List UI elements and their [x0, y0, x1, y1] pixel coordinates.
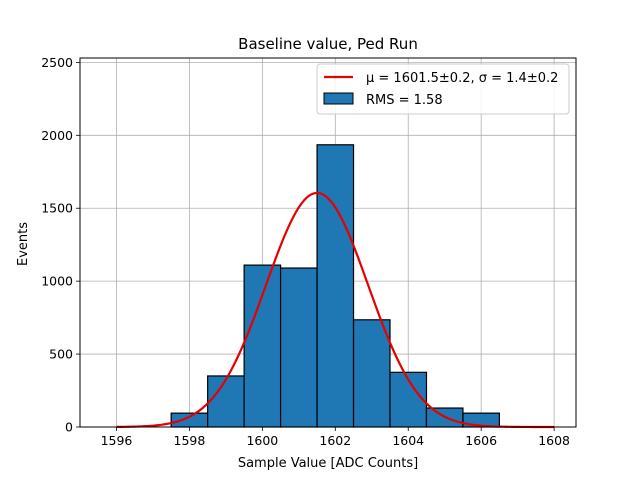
- y-axis-label: Events: [16, 222, 31, 266]
- x-tick-label: 1604: [392, 433, 424, 448]
- legend-hist-label: RMS = 1.58: [366, 93, 443, 108]
- x-tick-label: 1602: [319, 433, 351, 448]
- x-axis-label: Sample Value [ADC Counts]: [238, 456, 418, 471]
- histogram-bar: [352, 319, 391, 428]
- histogram-bar: [389, 371, 428, 428]
- y-tick-label: 1000: [41, 274, 73, 289]
- x-tick-label: 1598: [174, 433, 206, 448]
- x-tick-label: 1608: [538, 433, 570, 448]
- legend-box: [316, 63, 570, 115]
- y-tick-label: 2500: [41, 55, 73, 70]
- chart-title: Baseline value, Ped Run: [238, 35, 418, 53]
- histogram-bar: [243, 264, 282, 428]
- gaussian-fit-curve: [116, 191, 555, 429]
- plot-frame: [79, 57, 577, 428]
- histogram-bar: [207, 375, 245, 428]
- legend-hist-swatch: [323, 92, 354, 105]
- y-tick-label: 0: [65, 420, 73, 435]
- y-tick-label: 1500: [41, 201, 73, 216]
- y-tick-label: 2000: [41, 128, 73, 143]
- legend-fit-label: μ = 1601.5±0.2, σ = 1.4±0.2: [366, 71, 558, 86]
- axis-ticks: 1596 1598 1600 1602 1604 1606 1608 0 500 1000 1500…: [41, 55, 570, 448]
- y-tick-label: 500: [49, 347, 73, 362]
- grid: [80, 58, 576, 428]
- x-tick-label: 1606: [465, 433, 497, 448]
- x-tick-label: 1596: [101, 433, 133, 448]
- histogram-bar: [170, 412, 209, 428]
- histogram-bar: [316, 144, 355, 428]
- histogram-bar: [279, 267, 318, 428]
- histogram-bars: [170, 144, 501, 428]
- x-tick-label: 1600: [246, 433, 278, 448]
- legend: μ = 1601.5±0.2, σ = 1.4±0.2 RMS = 1.58: [316, 63, 570, 115]
